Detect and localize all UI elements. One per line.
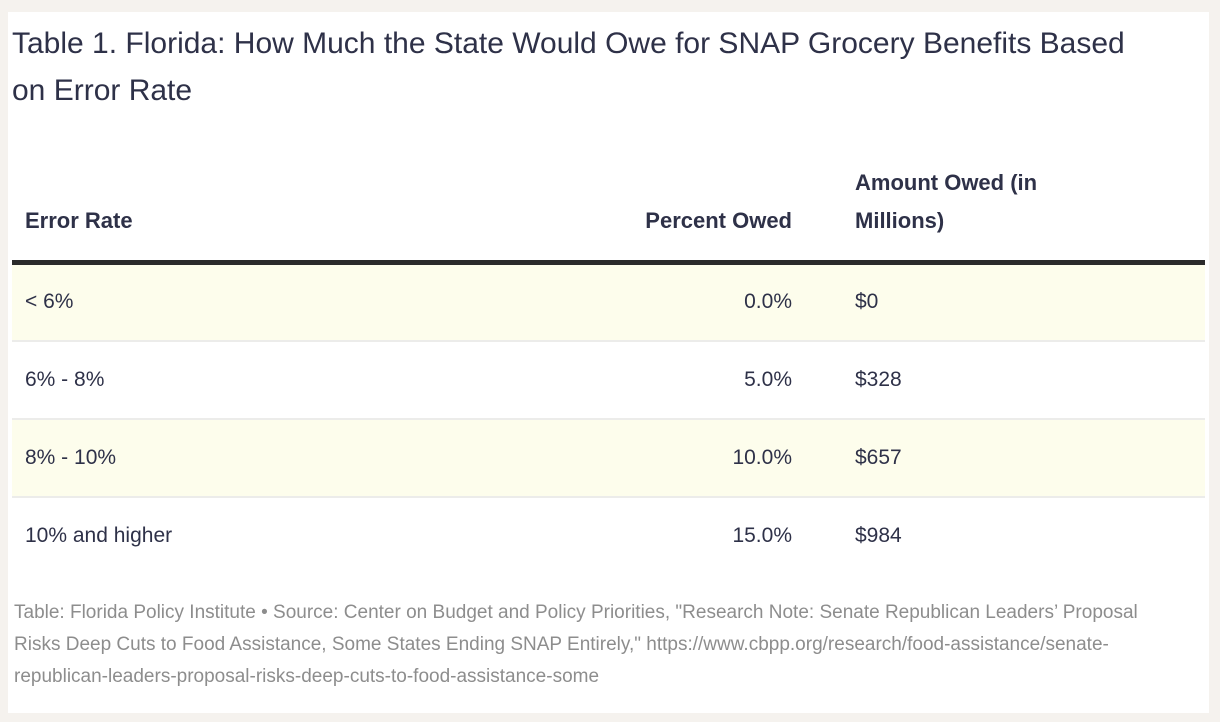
cell-error-rate: 10% and higher	[25, 524, 173, 547]
cell-error-rate: 6% - 8%	[25, 367, 105, 391]
cell-percent-owed: 0.0%	[744, 290, 792, 314]
table-title: Table 1. Florida: How Much the State Wou…	[12, 27, 1125, 107]
column-header-error-rate: Error Rate	[25, 208, 133, 233]
column-header-percent-owed: Percent Owed	[645, 208, 792, 233]
table-body: < 6% 0.0% $0 6% - 8% 5.0% $328 8% - 10% …	[12, 262, 1205, 575]
cell-amount-owed: $0	[855, 290, 879, 314]
cell-error-rate: < 6%	[25, 290, 74, 314]
source-attribution: Table: Florida Policy Institute • Source…	[14, 601, 1138, 687]
cell-percent-owed: 10.0%	[732, 445, 792, 469]
data-table: Error Rate Percent Owed Amount Owed (in …	[12, 114, 1205, 575]
cell-percent-owed: 15.0%	[732, 524, 792, 547]
cell-error-rate: 8% - 10%	[25, 445, 117, 469]
cell-amount-owed: $657	[855, 445, 902, 469]
table-card: Table 1. Florida: How Much the State Wou…	[8, 12, 1209, 713]
table-row: 6% - 8% 5.0% $328	[12, 340, 1205, 419]
table-header: Error Rate Percent Owed Amount Owed (in …	[12, 114, 1205, 263]
cell-amount-owed: $328	[855, 367, 902, 391]
cell-percent-owed: 5.0%	[744, 367, 792, 391]
table-row: 8% - 10% 10.0% $657	[12, 418, 1205, 497]
table-row: 10% and higher 15.0% $984	[12, 496, 1205, 575]
table-row: < 6% 0.0% $0	[12, 262, 1205, 341]
header-row: Error Rate Percent Owed Amount Owed (in …	[12, 114, 1205, 263]
column-header-amount-owed: Amount Owed (in Millions)	[855, 170, 1038, 233]
cell-amount-owed: $984	[855, 524, 902, 547]
